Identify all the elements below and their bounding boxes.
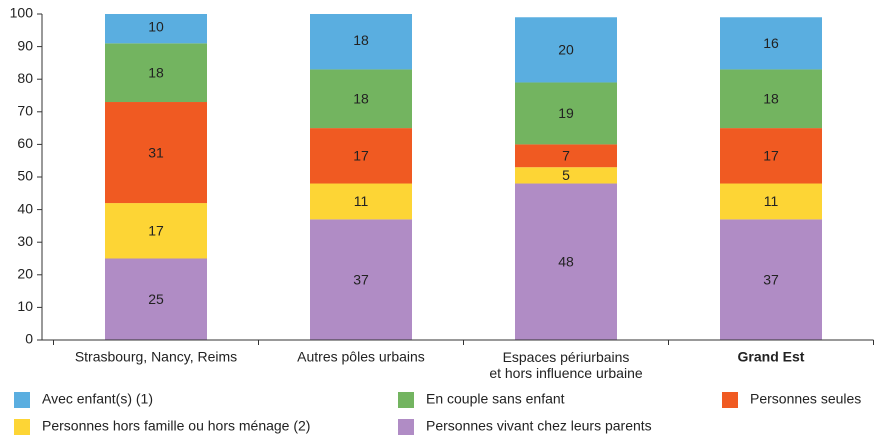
bar-segment: [310, 128, 412, 184]
bar-segment: [105, 102, 207, 204]
y-tick-label: 50: [17, 168, 33, 184]
legend-label: Personnes hors famille ou hors ménage (2…: [42, 418, 310, 434]
data-label: 31: [148, 144, 164, 160]
legend-label: Personnes vivant chez leurs parents: [426, 418, 652, 434]
legend-label: Avec enfant(s) (1): [42, 391, 153, 407]
data-label: 17: [148, 222, 164, 238]
data-label: 17: [353, 148, 369, 164]
y-tick-label: 10: [17, 298, 33, 314]
x-tick-label: Grand Est: [738, 349, 805, 365]
x-tick-label: Autres pôles urbains: [297, 349, 425, 365]
y-tick-label: 100: [10, 5, 34, 21]
data-label: 5: [562, 167, 570, 183]
bar-segment: [720, 69, 822, 129]
bar-segment: [515, 183, 617, 340]
y-tick-label: 70: [17, 103, 33, 119]
y-tick-label: 0: [25, 331, 33, 347]
x-tick-label: Strasbourg, Nancy, Reims: [75, 349, 237, 365]
y-tick-label: 60: [17, 135, 33, 151]
x-tick-label: Espaces périurbains et hors influence urb…: [489, 349, 643, 381]
data-label: 18: [353, 32, 369, 48]
data-label: 18: [148, 64, 164, 80]
bar-segment: [105, 203, 207, 259]
bar-segment: [515, 167, 617, 184]
bar-segment: [515, 82, 617, 145]
y-tick-label: 90: [17, 37, 33, 53]
data-label: 11: [764, 193, 779, 209]
bar-segment: [720, 183, 822, 220]
bar-segment: [720, 128, 822, 184]
bar-segment: [720, 219, 822, 340]
bar-segment: [515, 17, 617, 83]
legend-label: Personnes seules: [750, 391, 861, 407]
data-label: 48: [558, 253, 574, 269]
bar-segment: [310, 14, 412, 70]
bar-segment: [515, 144, 617, 168]
legend-swatch: [398, 392, 414, 408]
data-label: 25: [148, 291, 164, 307]
data-label: 18: [353, 90, 369, 106]
data-label: 37: [353, 271, 369, 287]
data-label: 17: [763, 148, 779, 164]
legend-swatch: [14, 419, 30, 435]
data-label: 18: [763, 90, 779, 106]
data-label: 10: [148, 19, 164, 35]
bar-segment: [720, 17, 822, 70]
y-tick-label: 20: [17, 266, 33, 282]
legend-swatch: [14, 392, 30, 408]
y-tick-label: 80: [17, 70, 33, 86]
legend-swatch: [398, 419, 414, 435]
bar-segment: [105, 14, 207, 44]
data-label: 16: [763, 35, 779, 51]
data-label: 11: [354, 193, 369, 209]
legend-label: En couple sans enfant: [426, 391, 565, 407]
bar-segment: [310, 183, 412, 220]
bar-segment: [105, 43, 207, 103]
bar-segment: [310, 219, 412, 340]
y-tick-label: 30: [17, 233, 33, 249]
y-tick-label: 40: [17, 200, 33, 216]
bar-segment: [310, 69, 412, 129]
data-label: 7: [562, 148, 570, 164]
data-label: 19: [558, 105, 574, 121]
bar-segment: [105, 258, 207, 340]
data-label: 37: [763, 271, 779, 287]
legend-swatch: [722, 392, 738, 408]
data-label: 20: [558, 42, 574, 58]
plot-area: [105, 14, 822, 340]
